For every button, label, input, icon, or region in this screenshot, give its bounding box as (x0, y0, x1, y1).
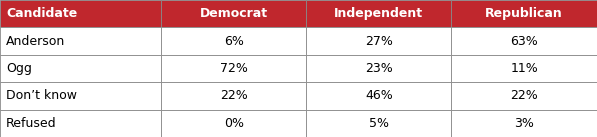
FancyBboxPatch shape (0, 55, 161, 82)
Text: Democrat: Democrat (199, 7, 268, 20)
Text: 23%: 23% (365, 62, 393, 75)
Text: Refused: Refused (6, 117, 57, 130)
Text: Ogg: Ogg (6, 62, 32, 75)
Text: 3%: 3% (514, 117, 534, 130)
FancyBboxPatch shape (0, 82, 161, 110)
FancyBboxPatch shape (306, 82, 451, 110)
Text: 27%: 27% (365, 35, 393, 48)
FancyBboxPatch shape (161, 27, 306, 55)
FancyBboxPatch shape (451, 110, 597, 137)
FancyBboxPatch shape (0, 27, 161, 55)
FancyBboxPatch shape (0, 0, 161, 27)
FancyBboxPatch shape (161, 82, 306, 110)
Text: 63%: 63% (510, 35, 538, 48)
FancyBboxPatch shape (451, 0, 597, 27)
FancyBboxPatch shape (306, 55, 451, 82)
FancyBboxPatch shape (161, 55, 306, 82)
Text: 5%: 5% (369, 117, 389, 130)
Text: 46%: 46% (365, 89, 393, 102)
Text: Don’t know: Don’t know (6, 89, 77, 102)
Text: Anderson: Anderson (6, 35, 65, 48)
Text: 11%: 11% (510, 62, 538, 75)
Text: 6%: 6% (224, 35, 244, 48)
Text: Candidate: Candidate (6, 7, 77, 20)
Text: 0%: 0% (224, 117, 244, 130)
Text: 72%: 72% (220, 62, 248, 75)
Text: 22%: 22% (510, 89, 538, 102)
FancyBboxPatch shape (306, 110, 451, 137)
Text: Independent: Independent (334, 7, 423, 20)
FancyBboxPatch shape (161, 0, 306, 27)
FancyBboxPatch shape (451, 82, 597, 110)
FancyBboxPatch shape (451, 27, 597, 55)
FancyBboxPatch shape (306, 0, 451, 27)
FancyBboxPatch shape (0, 110, 161, 137)
FancyBboxPatch shape (306, 27, 451, 55)
Text: 22%: 22% (220, 89, 248, 102)
FancyBboxPatch shape (451, 55, 597, 82)
Text: Republican: Republican (485, 7, 563, 20)
FancyBboxPatch shape (161, 110, 306, 137)
